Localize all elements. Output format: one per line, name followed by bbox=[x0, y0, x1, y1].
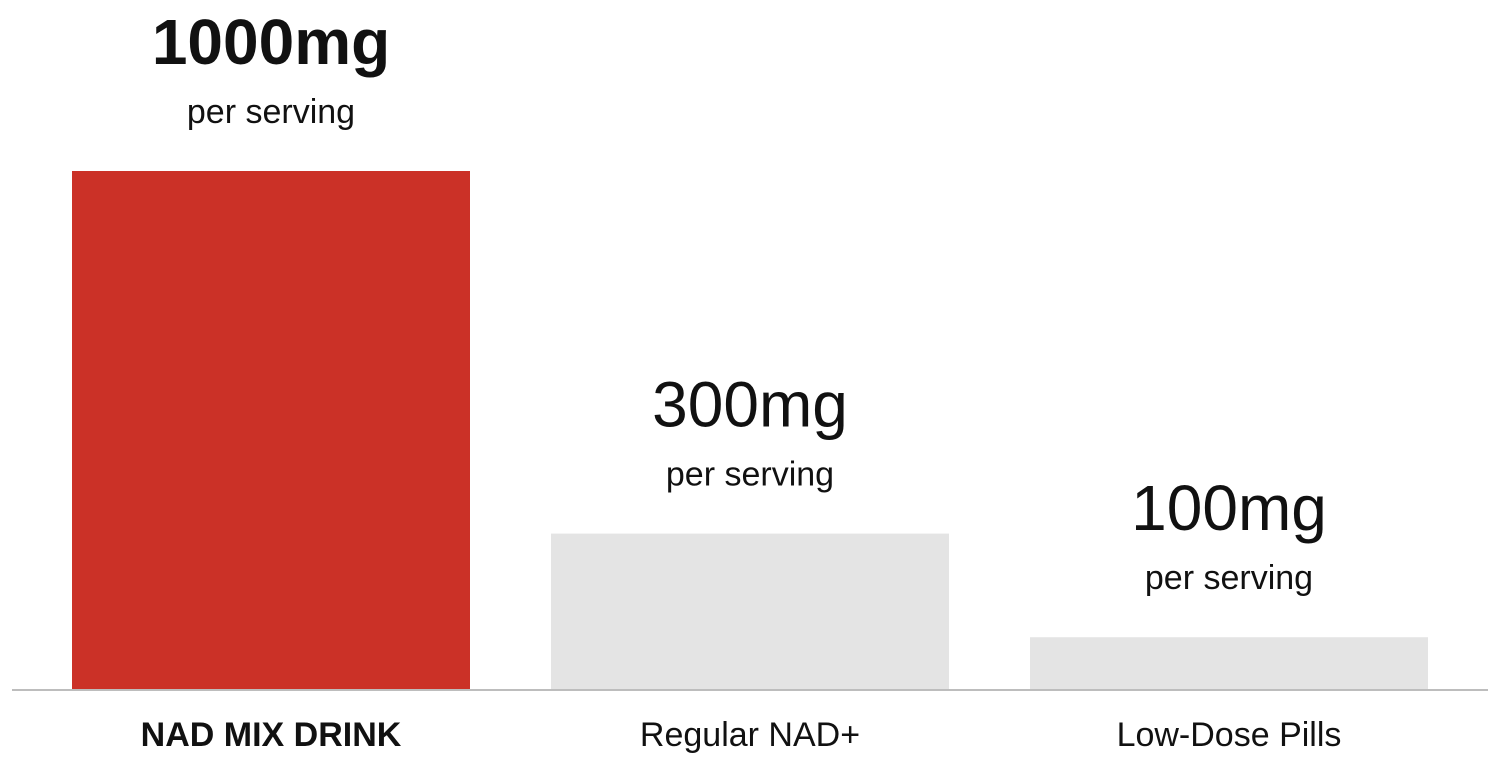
value-label-1: 1000mg bbox=[152, 6, 390, 78]
value-label-2: 300mg bbox=[652, 369, 848, 441]
category-label-1: NAD MIX DRINK bbox=[141, 716, 402, 754]
bar-1 bbox=[72, 171, 470, 689]
category-label-3: Low-Dose Pills bbox=[1117, 716, 1342, 754]
bars-group bbox=[72, 171, 1428, 689]
per-serving-label-1: per serving bbox=[187, 93, 355, 131]
bar-2 bbox=[551, 533, 949, 689]
bar-3 bbox=[1030, 637, 1428, 689]
category-label-2: Regular NAD+ bbox=[640, 716, 860, 754]
value-label-3: 100mg bbox=[1131, 472, 1327, 544]
per-serving-label-2: per serving bbox=[666, 456, 834, 494]
per-serving-label-3: per serving bbox=[1145, 559, 1313, 597]
labels-group: 1000mg per serving NAD MIX DRINK 300mg per s… bbox=[141, 6, 1342, 754]
